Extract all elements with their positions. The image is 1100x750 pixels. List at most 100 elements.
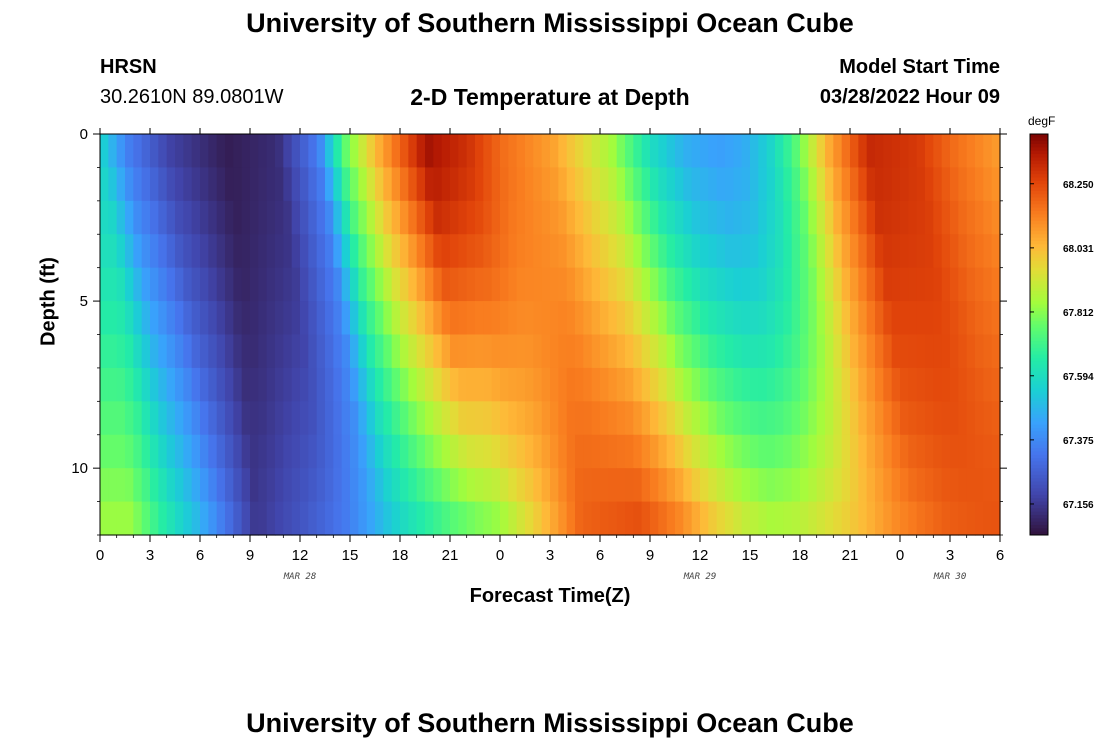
heatmap-cell bbox=[158, 267, 168, 302]
heatmap-cell bbox=[791, 267, 801, 302]
heatmap-cell bbox=[516, 234, 526, 269]
heatmap-cell bbox=[750, 501, 759, 536]
heatmap-cell bbox=[508, 468, 518, 503]
heatmap-cell bbox=[508, 367, 518, 402]
heatmap-cell bbox=[916, 401, 926, 436]
heatmap-cell bbox=[175, 501, 184, 536]
heatmap-cell bbox=[475, 401, 484, 436]
heatmap-cell bbox=[641, 267, 651, 302]
heatmap-cell bbox=[400, 401, 409, 436]
heatmap-cell bbox=[216, 200, 226, 235]
heatmap-cell bbox=[783, 301, 793, 336]
heatmap-cell bbox=[866, 301, 876, 336]
heatmap-cell bbox=[683, 234, 693, 269]
heatmap-cell bbox=[491, 267, 501, 302]
heatmap-cell bbox=[933, 200, 943, 235]
heatmap-cell bbox=[966, 234, 976, 269]
heatmap-cell bbox=[633, 301, 643, 336]
heatmap-cell bbox=[950, 434, 959, 469]
heatmap-cell bbox=[425, 434, 434, 469]
heatmap-cell bbox=[275, 434, 284, 469]
heatmap-cell bbox=[525, 468, 534, 503]
heatmap-cell bbox=[458, 401, 468, 436]
heatmap-cell bbox=[125, 167, 134, 202]
heatmap-cell bbox=[100, 367, 109, 402]
heatmap-cell bbox=[658, 434, 668, 469]
heatmap-cell bbox=[658, 334, 668, 369]
heatmap-cell bbox=[825, 401, 834, 436]
heatmap-cell bbox=[383, 200, 393, 235]
heatmap-cell bbox=[733, 167, 743, 202]
heatmap-cell bbox=[866, 468, 876, 503]
colorbar-segment bbox=[1030, 441, 1048, 446]
heatmap-cell bbox=[958, 234, 968, 269]
heatmap-cell bbox=[233, 434, 243, 469]
heatmap-cell bbox=[633, 367, 643, 402]
colorbar-segment bbox=[1030, 220, 1048, 225]
heatmap-cell bbox=[241, 434, 251, 469]
heatmap-cell bbox=[533, 367, 543, 402]
heatmap-cell bbox=[958, 301, 968, 336]
heatmap-cell bbox=[800, 234, 809, 269]
colorbar-segment bbox=[1030, 471, 1048, 476]
heatmap-cell bbox=[933, 434, 943, 469]
heatmap-cell bbox=[825, 334, 834, 369]
colorbar-segment bbox=[1030, 498, 1048, 503]
heatmap-cell bbox=[266, 501, 276, 536]
heatmap-cell bbox=[166, 434, 176, 469]
heatmap-cell bbox=[566, 234, 576, 269]
heatmap-cell bbox=[750, 434, 759, 469]
heatmap-cell bbox=[650, 367, 659, 402]
heatmap-cell bbox=[633, 234, 643, 269]
heatmap-cell bbox=[766, 167, 776, 202]
y-tick-label: 0 bbox=[80, 126, 88, 143]
x-tick-label: 12 bbox=[292, 547, 309, 564]
colorbar-segment bbox=[1030, 224, 1048, 229]
colorbar-segment bbox=[1030, 444, 1048, 449]
heatmap-cell bbox=[650, 334, 659, 369]
heatmap-cell bbox=[308, 134, 318, 169]
heatmap-cell bbox=[250, 367, 259, 402]
heatmap-cell bbox=[458, 267, 468, 302]
heatmap-cell bbox=[675, 334, 684, 369]
heatmap-cell bbox=[691, 334, 701, 369]
heatmap-cell bbox=[891, 401, 901, 436]
colorbar-segment bbox=[1030, 384, 1048, 389]
colorbar-segment bbox=[1030, 137, 1048, 142]
colorbar-segment bbox=[1030, 327, 1048, 332]
heatmap-cell bbox=[758, 401, 768, 436]
heatmap-cell bbox=[383, 501, 393, 536]
heatmap-cell bbox=[500, 200, 509, 235]
heatmap-cell bbox=[150, 468, 159, 503]
heatmap-cell bbox=[541, 134, 551, 169]
heatmap-cell bbox=[433, 267, 443, 302]
heatmap-cell bbox=[641, 167, 651, 202]
heatmap-cell bbox=[566, 367, 576, 402]
heatmap-cell bbox=[883, 200, 893, 235]
heatmap-cell bbox=[700, 167, 709, 202]
heatmap-cell bbox=[241, 167, 251, 202]
x-tick-label: 0 bbox=[896, 547, 904, 564]
heatmap-cell bbox=[133, 434, 143, 469]
heatmap-cell bbox=[741, 200, 751, 235]
heatmap-cell bbox=[841, 167, 851, 202]
heatmap-cell bbox=[716, 234, 726, 269]
heatmap-cell bbox=[733, 267, 743, 302]
heatmap-cell bbox=[658, 367, 668, 402]
heatmap-cell bbox=[516, 334, 526, 369]
heatmap-cell bbox=[108, 367, 118, 402]
heatmap-cell bbox=[541, 167, 551, 202]
heatmap-cell bbox=[816, 334, 826, 369]
date-label: MAR 29 bbox=[683, 572, 717, 582]
heatmap-cell bbox=[158, 501, 168, 536]
heatmap-cell bbox=[800, 301, 809, 336]
colorbar-tick-label: 68.031 bbox=[1063, 244, 1094, 255]
heatmap-cell bbox=[908, 167, 918, 202]
heatmap-cell bbox=[725, 200, 734, 235]
heatmap-cell bbox=[183, 468, 193, 503]
heatmap-cell bbox=[466, 367, 476, 402]
heatmap-cell bbox=[241, 334, 251, 369]
heatmap-cell bbox=[675, 401, 684, 436]
heatmap-cell bbox=[375, 234, 384, 269]
heatmap-cell bbox=[158, 434, 168, 469]
